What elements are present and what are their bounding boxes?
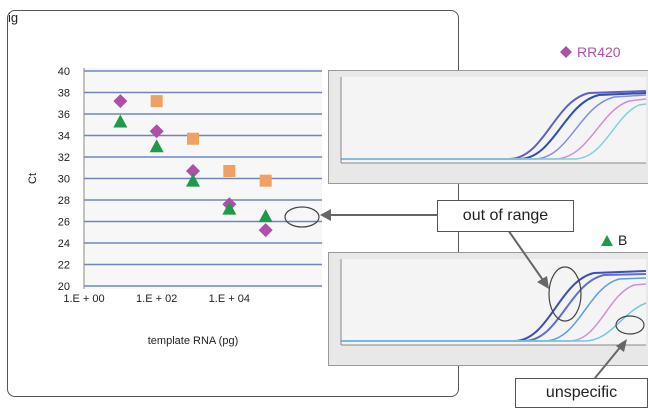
triangle-icon <box>601 234 613 246</box>
diamond-icon <box>560 46 572 58</box>
x-axis-label: template RNA (pg) <box>148 335 238 347</box>
data-point-triangle <box>113 114 128 128</box>
y-tick-label: 36 <box>58 109 70 121</box>
data-point-diamond <box>113 94 128 109</box>
y-tick-label: 20 <box>58 281 70 293</box>
amp-curve <box>341 103 647 160</box>
legend-rr420-label: RR420 <box>577 44 621 60</box>
amp-plot-area <box>341 77 646 163</box>
y-tick-label: 30 <box>58 174 70 186</box>
callout-out-of-range: out of range <box>437 200 574 232</box>
figure-title-fragment: ig <box>8 10 19 25</box>
data-point-triangle <box>186 173 200 187</box>
out-of-range-arrowhead <box>320 209 331 221</box>
out-of-range-ellipse <box>284 206 320 228</box>
unspecific-ellipse <box>615 315 645 335</box>
y-tick-label: 26 <box>58 217 70 229</box>
data-point-triangle <box>258 209 273 223</box>
amp-out-of-range-ellipse <box>548 266 582 322</box>
y-tick-label: 40 <box>58 66 70 78</box>
amplification-plot-b <box>328 252 648 366</box>
amp-curve <box>341 273 647 342</box>
amp-curve <box>341 302 647 342</box>
data-point-diamond <box>149 124 164 139</box>
callout-out-of-range-text: out of range <box>462 207 549 224</box>
y-tick-label: 24 <box>58 238 70 250</box>
x-tick-label: 1.E + 00 <box>63 293 104 305</box>
data-point-square <box>259 174 272 187</box>
y-tick-label: 38 <box>58 88 70 100</box>
data-point-diamond <box>186 163 200 178</box>
legend-b-label: B <box>618 232 628 248</box>
callout-unspecific: unspecific <box>515 378 648 408</box>
data-point-triangle <box>222 201 237 215</box>
unspecific-arrow <box>594 344 623 379</box>
data-point-diamond <box>258 223 273 238</box>
data-point-square <box>150 95 163 108</box>
data-point-triangle <box>149 139 164 153</box>
amplification-plot-rr420 <box>328 70 648 184</box>
x-tick-label: 1.E + 02 <box>136 293 177 305</box>
unspecific-arrowhead <box>616 339 627 352</box>
y-axis-label: Ct <box>27 173 39 184</box>
x-tick-label: 1.E + 04 <box>209 293 250 305</box>
data-point-square <box>223 164 236 177</box>
y-tick-label: 28 <box>58 195 70 207</box>
y-tick-label: 34 <box>58 131 70 143</box>
legend-b: B <box>601 232 627 248</box>
out-of-range-arrowhead-2 <box>537 276 549 289</box>
legend-rr420: RR420 <box>560 44 621 60</box>
data-point-square <box>187 132 199 145</box>
out-of-range-arrow-2 <box>507 229 546 284</box>
callout-unspecific-text: unspecific <box>545 384 618 401</box>
y-tick-label: 22 <box>58 260 70 272</box>
y-tick-label: 32 <box>58 152 70 164</box>
